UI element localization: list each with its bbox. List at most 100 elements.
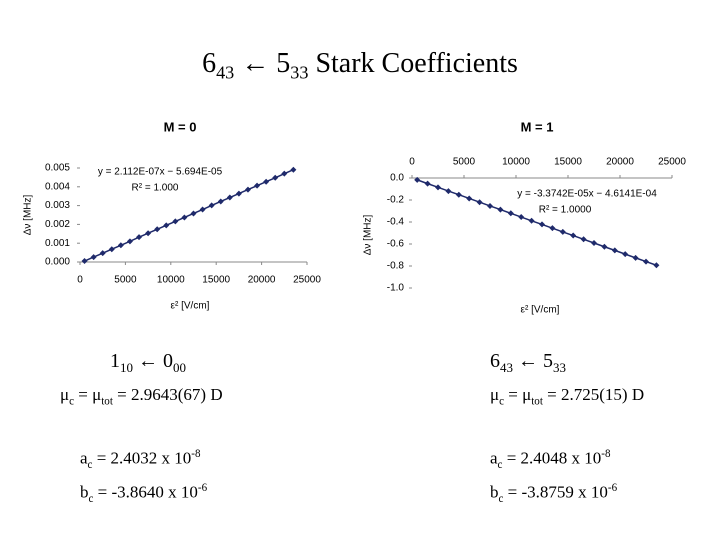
- data-point: [126, 238, 133, 245]
- text-part: = -3.8759 x 10: [503, 482, 608, 502]
- y-tick-label: 0.005: [45, 163, 70, 174]
- y-axis-label: Δν [MHz]: [363, 215, 374, 256]
- data-point: [518, 214, 525, 221]
- text-part: a: [490, 448, 498, 468]
- text-part: = μ: [74, 385, 102, 404]
- data-point: [455, 191, 462, 198]
- data-point: [497, 206, 504, 213]
- data-point: [528, 217, 535, 224]
- data-point: [254, 182, 261, 189]
- text-part: 10: [120, 360, 133, 375]
- text-part: 00: [173, 360, 186, 375]
- data-point: [570, 232, 577, 239]
- x-tick-label: 0: [77, 275, 83, 286]
- text-part: 6: [202, 48, 217, 79]
- data-point: [290, 166, 297, 173]
- data-point: [424, 180, 431, 187]
- text-part: a: [80, 448, 88, 468]
- text-part: ← 5: [513, 350, 553, 372]
- text-part: -6: [197, 482, 208, 494]
- text-part: c: [497, 459, 503, 472]
- text-part: 43: [216, 62, 235, 83]
- text-part: -8: [601, 448, 611, 460]
- y-tick-label: 0.001: [45, 238, 70, 249]
- text-part: = μ: [504, 385, 532, 404]
- data-point: [487, 202, 493, 209]
- annotation: y = -3.3742E-05x − 4.6141E-04: [517, 189, 657, 200]
- data-point: [263, 178, 270, 185]
- data-point: [244, 186, 251, 193]
- text-part: 33: [553, 360, 566, 375]
- text-part: c: [498, 493, 504, 506]
- x-tick-label: 10000: [502, 157, 530, 168]
- x-tick-label: 15000: [202, 275, 230, 286]
- chart-title: M = 0: [164, 119, 197, 134]
- x-tick-label: 5000: [114, 275, 137, 286]
- data-point: [199, 206, 206, 213]
- data-point: [181, 214, 188, 221]
- text-part: 1: [110, 350, 120, 372]
- y-tick-label: -0.4: [387, 217, 405, 228]
- data-point: [145, 230, 152, 237]
- text-part: 33: [290, 62, 309, 83]
- data-point: [108, 246, 115, 253]
- transition: 643 ← 533: [490, 350, 566, 376]
- y-tick-label: -1.0: [387, 283, 405, 294]
- data-point: [272, 174, 279, 181]
- data-point: [466, 195, 473, 202]
- dipole: μc = μtot = 2.9643(67) D: [60, 385, 223, 407]
- data-point: [539, 221, 545, 228]
- data-point: [559, 228, 566, 235]
- text-part: ← 0: [133, 350, 173, 372]
- y-tick-label: 0.004: [45, 181, 70, 192]
- data-point: [172, 218, 179, 225]
- text-part: c: [499, 395, 505, 408]
- coefficient-a: ac = 2.4048 x 10-8: [490, 448, 611, 471]
- data-point: [226, 194, 233, 201]
- text-part: ← 5: [234, 48, 291, 79]
- text-part: -8: [191, 448, 201, 460]
- data-line: [84, 169, 294, 262]
- data-point: [643, 258, 649, 265]
- text-part: b: [490, 482, 499, 502]
- data-point: [235, 190, 242, 197]
- x-tick-label: 15000: [554, 157, 582, 168]
- text-part: = 2.4048 x 10: [502, 448, 602, 468]
- dipole: μc = μtot = 2.725(15) D: [490, 385, 644, 407]
- x-axis-label: ε² [V/cm]: [521, 305, 560, 316]
- text-part: = 2.725(15) D: [542, 385, 645, 404]
- data-point: [117, 242, 124, 249]
- coefficient-a: ac = 2.4032 x 10-8: [80, 448, 201, 471]
- text-part: μ: [490, 385, 500, 404]
- data-point: [99, 250, 106, 257]
- text-part: μ: [60, 385, 70, 404]
- x-tick-label: 5000: [453, 157, 476, 168]
- text-part: -6: [607, 482, 618, 494]
- data-point: [90, 254, 97, 261]
- data-point: [580, 236, 587, 243]
- text-part: b: [80, 482, 89, 502]
- chart-title: M = 1: [521, 119, 554, 134]
- x-tick-label: 25000: [293, 275, 321, 286]
- data-point: [611, 247, 618, 254]
- x-tick-label: 25000: [658, 157, 686, 168]
- data-point: [549, 225, 556, 232]
- x-tick-label: 10000: [157, 275, 185, 286]
- text-part: = -3.8640 x 10: [93, 482, 198, 502]
- text-part: = 2.4032 x 10: [92, 448, 192, 468]
- x-tick-label: 20000: [606, 157, 634, 168]
- x-axis-label: ε² [V/cm]: [171, 301, 210, 312]
- y-tick-label: 0.002: [45, 219, 70, 230]
- text-part: tot: [101, 395, 113, 408]
- annotation: R² = 1.0000: [539, 205, 592, 216]
- data-point: [154, 226, 161, 233]
- data-point: [414, 176, 421, 183]
- text-part: c: [69, 395, 75, 408]
- transition: 110 ← 000: [110, 350, 186, 376]
- y-tick-label: 0.003: [45, 200, 70, 211]
- y-tick-label: 0.000: [45, 257, 70, 268]
- data-point: [445, 188, 452, 195]
- data-point: [435, 184, 441, 191]
- x-tick-label: 20000: [248, 275, 276, 286]
